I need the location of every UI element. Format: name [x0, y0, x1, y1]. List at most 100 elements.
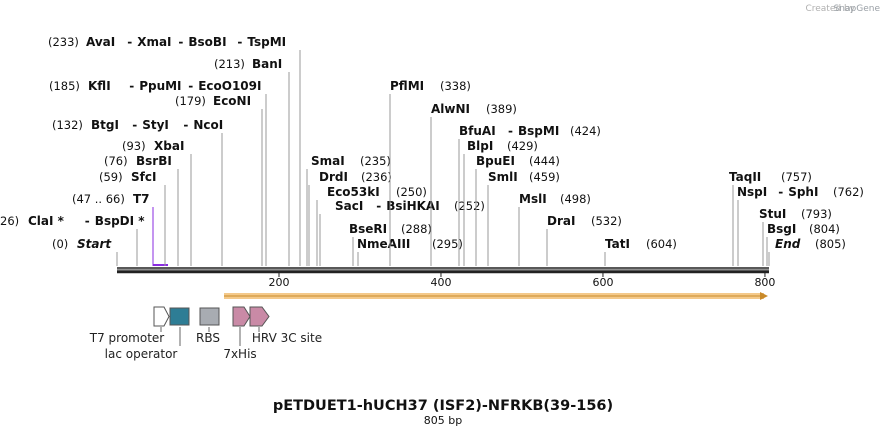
- site-label[interactable]: ClaI *: [28, 214, 65, 228]
- site-stui[interactable]: (793) StuI: [759, 207, 832, 266]
- site-position: (235): [360, 154, 391, 168]
- site-label[interactable]: XbaI: [154, 139, 184, 153]
- site-label[interactable]: BpuEI: [476, 154, 515, 168]
- site-label[interactable]: DraI: [547, 214, 575, 228]
- site-label[interactable]: DrdI: [319, 170, 348, 184]
- site-label[interactable]: NspI: [737, 185, 767, 199]
- site-label[interactable]: BspMI: [518, 124, 559, 138]
- site-label[interactable]: SmlI: [488, 170, 518, 184]
- site-label[interactable]: NcoI: [193, 118, 223, 132]
- site-position: (429): [507, 139, 538, 153]
- site-drdi[interactable]: (236) DrdI: [308, 170, 392, 266]
- site-label[interactable]: AvaI: [86, 35, 115, 49]
- site-saci[interactable]: (252) SacI - BsiHKAI: [319, 199, 485, 266]
- site-label[interactable]: SphI: [788, 185, 818, 199]
- site-label[interactable]: BseRI: [349, 222, 387, 236]
- site-label[interactable]: StyI: [142, 118, 169, 132]
- site-label[interactable]: BsrBI: [136, 154, 172, 168]
- site-separator: -: [376, 199, 381, 213]
- site-label[interactable]: BsgI: [767, 222, 796, 236]
- site-label[interactable]: T7: [133, 192, 150, 206]
- site-position: (213): [214, 57, 245, 71]
- site-bsgi[interactable]: (804) BsgI: [766, 222, 840, 266]
- site-label[interactable]: PflMI: [390, 79, 424, 93]
- site-position: (793): [801, 207, 832, 221]
- site-tati[interactable]: (604) TatI: [604, 237, 677, 266]
- site-position: (185): [49, 79, 80, 93]
- site-label[interactable]: BspDI *: [95, 214, 145, 228]
- site-blpi[interactable]: (429) BlpI: [463, 139, 538, 266]
- site-label[interactable]: XmaI: [137, 35, 171, 49]
- orf-arrow[interactable]: [224, 292, 768, 300]
- site-label[interactable]: BfuAI: [459, 124, 496, 138]
- site-label[interactable]: TaqII: [729, 170, 761, 184]
- site-label[interactable]: KflI: [88, 79, 111, 93]
- site-kfli[interactable]: (185) KflI - PpuMI - EcoO109I: [49, 79, 267, 266]
- site-avai[interactable]: (233) AvaI - XmaI - BsoBI - TspMI: [48, 35, 301, 266]
- site-label[interactable]: SmaI: [311, 154, 345, 168]
- site-pflmi[interactable]: (338) PflMI: [389, 79, 471, 266]
- site-label[interactable]: SfcI: [131, 170, 156, 184]
- rbs-label[interactable]: RBS: [196, 331, 220, 345]
- lac-operator-label[interactable]: lac operator: [105, 347, 178, 361]
- site-label[interactable]: EcoO109I: [198, 79, 261, 93]
- site-label[interactable]: AlwNI: [431, 102, 470, 116]
- site-label[interactable]: TspMI: [247, 35, 286, 49]
- site-position: (804): [809, 222, 840, 236]
- site-position: (76): [104, 154, 128, 168]
- site-position: (236): [361, 170, 392, 184]
- site-t7[interactable]: (47 .. 66) T7: [72, 192, 154, 266]
- site-bpuei[interactable]: (444) BpuEI: [475, 154, 560, 266]
- site-eco53ki[interactable]: (250) Eco53kI: [316, 185, 427, 266]
- site-label[interactable]: BanI: [252, 57, 282, 71]
- site-position: (762): [833, 185, 864, 199]
- site-drai[interactable]: (532) DraI: [546, 214, 622, 266]
- lac-operator-icon[interactable]: [169, 307, 190, 326]
- site-label[interactable]: End: [775, 237, 801, 251]
- site-smai[interactable]: (235) SmaI: [306, 154, 391, 266]
- site-start[interactable]: (0) Start: [52, 237, 118, 266]
- his-tag-icon[interactable]: [232, 306, 251, 327]
- site-position: (389): [486, 102, 517, 116]
- site-label[interactable]: BtgI: [91, 118, 119, 132]
- hrv-3c-site-label[interactable]: HRV 3C site: [252, 331, 322, 345]
- site-bgtI[interactable]: (132) BtgI - StyI - NcoI: [52, 118, 223, 266]
- site-separator: -: [132, 118, 137, 132]
- site-label[interactable]: PpuMI: [139, 79, 181, 93]
- hrv-3c-site-icon[interactable]: [249, 306, 270, 327]
- site-smli[interactable]: (459) SmlI: [487, 170, 560, 266]
- site-label[interactable]: BsoBI: [188, 35, 226, 49]
- site-label[interactable]: Start: [77, 237, 112, 251]
- site-nmeaiii[interactable]: (295) NmeAIII: [357, 237, 463, 266]
- site-label[interactable]: StuI: [759, 207, 786, 221]
- site-label[interactable]: BlpI: [467, 139, 493, 153]
- site-label[interactable]: Eco53kI: [327, 185, 380, 199]
- site-end[interactable]: (805) End: [768, 237, 846, 266]
- site-bsrbi[interactable]: (76) BsrBI: [104, 154, 179, 266]
- site-bfuai[interactable]: (424) BfuAI - BspMI: [458, 124, 601, 266]
- site-bani[interactable]: (213) BanI: [214, 57, 290, 266]
- site-position: (532): [591, 214, 622, 228]
- site-label[interactable]: EcoNI: [213, 94, 251, 108]
- site-label[interactable]: BsiHKAI: [386, 199, 440, 213]
- rbs-icon[interactable]: [199, 307, 220, 326]
- his-tag-label[interactable]: 7xHis: [223, 347, 256, 361]
- site-label[interactable]: NmeAIII: [357, 237, 410, 251]
- site-sfci[interactable]: (59) SfcI: [99, 170, 166, 266]
- site-econi[interactable]: (179) EcoNI: [175, 94, 263, 266]
- site-label[interactable]: MslI: [519, 192, 547, 206]
- site-alwni[interactable]: (389) AlwNI: [430, 102, 517, 266]
- t7-promoter-label[interactable]: T7 promoter: [89, 331, 165, 345]
- site-xbai[interactable]: (93) XbaI: [122, 139, 192, 266]
- site-taqii[interactable]: (757) TaqII: [729, 170, 812, 266]
- site-label[interactable]: TatI: [605, 237, 630, 251]
- site-msli[interactable]: (498) MslI: [518, 192, 591, 266]
- site-nspi[interactable]: (762) NspI - SphI: [737, 185, 864, 266]
- site-bseri[interactable]: (288) BseRI: [349, 222, 432, 266]
- site-position: (93): [122, 139, 146, 153]
- site-label[interactable]: SacI: [335, 199, 363, 213]
- site-clai[interactable]: 26) ClaI * - BspDI *: [0, 214, 145, 266]
- t7-promoter-icon[interactable]: [153, 306, 170, 327]
